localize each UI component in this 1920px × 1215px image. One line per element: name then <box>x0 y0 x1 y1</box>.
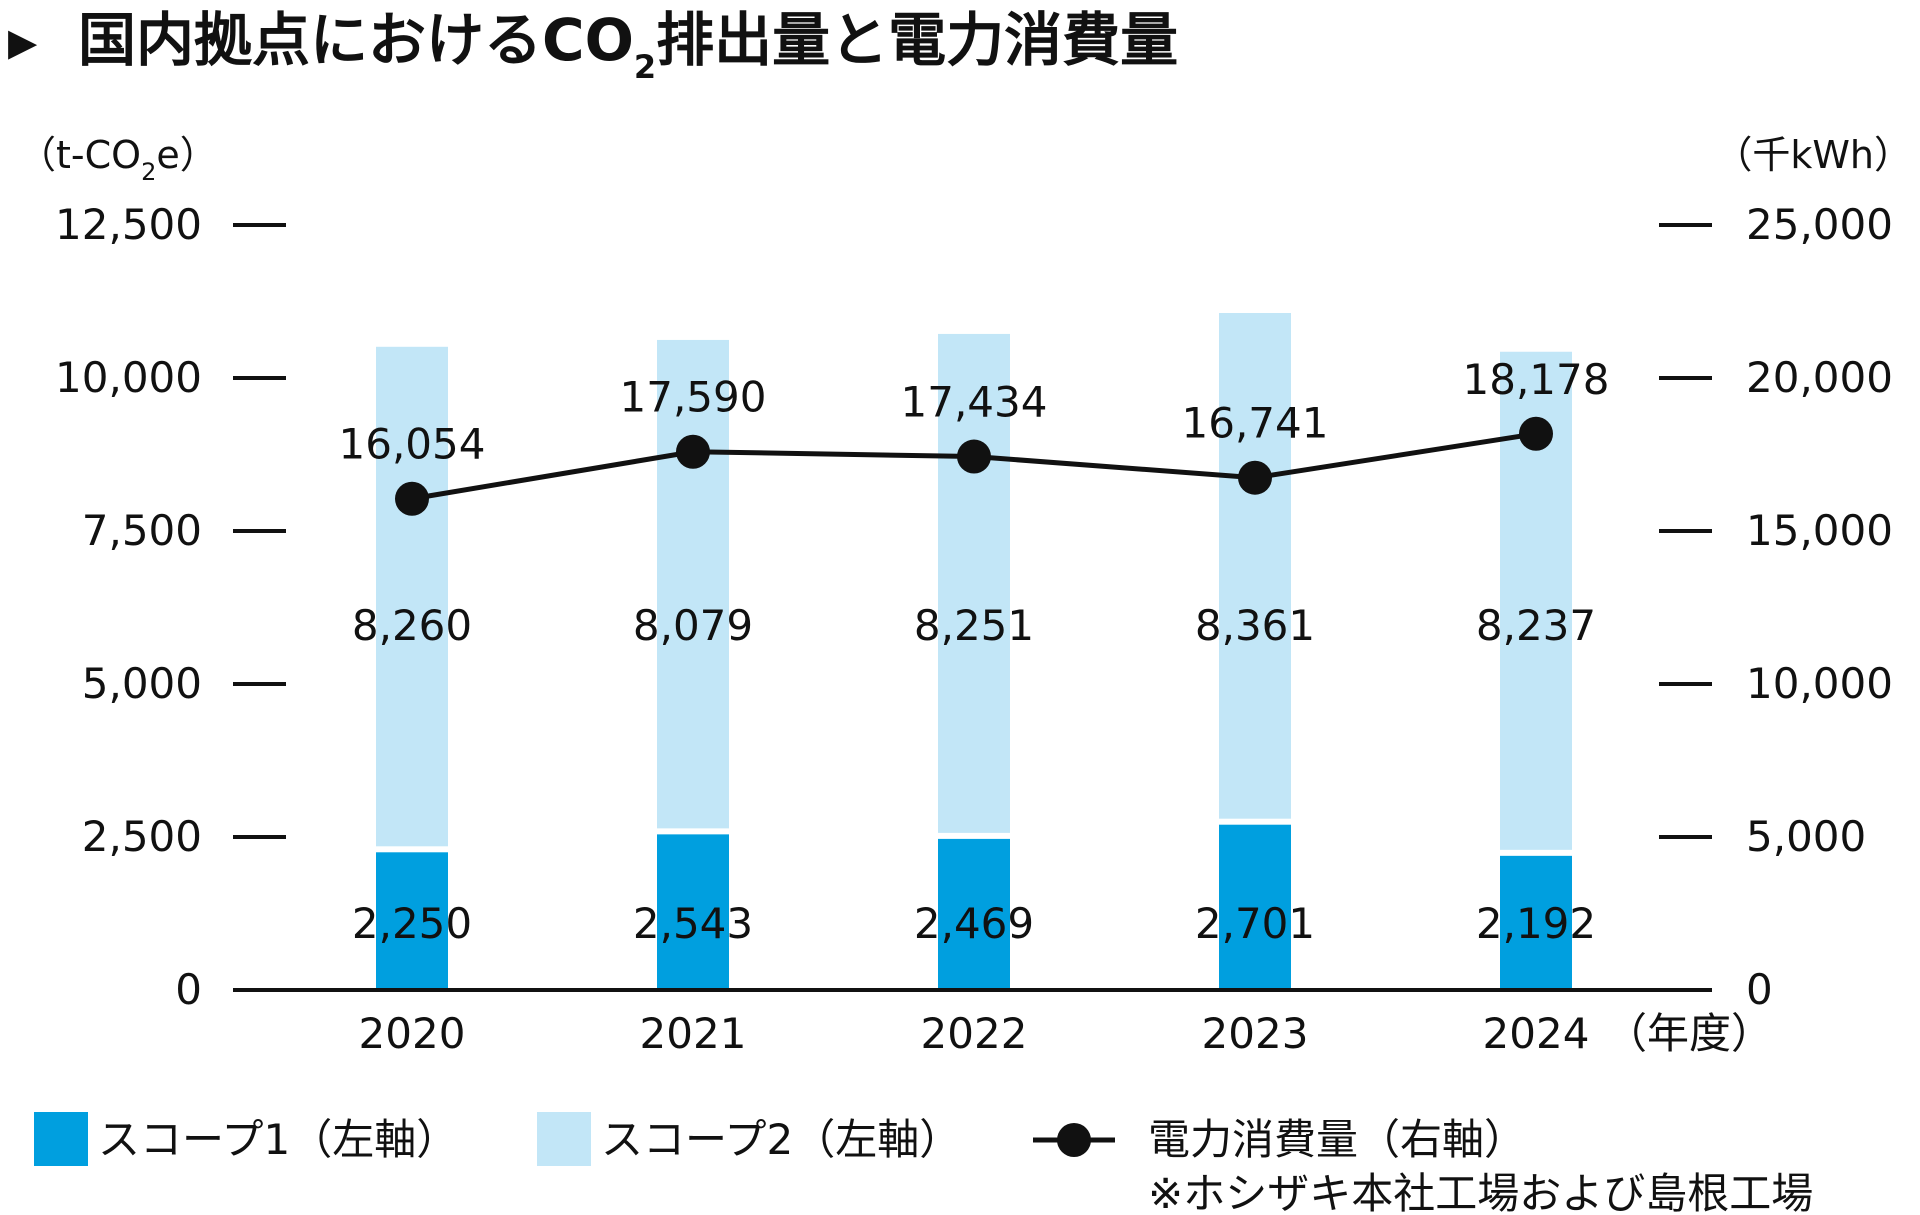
bar-scope1 <box>938 838 1010 990</box>
left-tick-label: 2,500 <box>82 812 202 861</box>
bar-label-scope2: 8,260 <box>352 601 472 650</box>
right-tick-label: 5,000 <box>1746 812 1866 861</box>
x-tick-label: 2024 <box>1483 1009 1590 1058</box>
left-tick-label: 0 <box>175 965 202 1014</box>
bar-label-scope1: 2,543 <box>633 899 753 948</box>
right-axis-unit: （千kWh） <box>1714 133 1912 177</box>
x-tick-label: 2022 <box>921 1009 1028 1058</box>
legend: スコープ1（左軸） スコープ2（左軸） 電力消費量（右軸） <box>34 1112 1526 1166</box>
left-axis-unit: （t-CO2e） <box>18 133 218 186</box>
power-point <box>395 481 429 516</box>
bar-label-scope1: 2,192 <box>1476 899 1596 948</box>
right-tick-label: 15,000 <box>1746 506 1893 555</box>
legend-label-scope1: スコープ1（左軸） <box>98 1115 458 1164</box>
legend-swatch-scope1 <box>34 1112 88 1166</box>
power-label: 17,434 <box>901 378 1048 427</box>
bar-scope1 <box>1500 855 1572 990</box>
bar-scope2 <box>376 346 448 847</box>
bar-label-scope2: 8,079 <box>633 601 753 650</box>
power-point <box>1238 460 1272 495</box>
power-point <box>676 434 710 469</box>
left-tick-label: 12,500 <box>55 200 202 249</box>
power-label: 16,054 <box>339 420 486 469</box>
legend-swatch-scope2 <box>537 1112 591 1166</box>
right-tick-label: 20,000 <box>1746 353 1893 402</box>
chart-note: ※ホシザキ本社工場および島根工場 <box>1148 1169 1813 1215</box>
bar-scope1 <box>1219 824 1291 990</box>
right-tick-label: 0 <box>1746 965 1773 1014</box>
bar-scope1 <box>376 852 448 990</box>
x-tick-label: 2021 <box>640 1009 747 1058</box>
bar-scope1 <box>657 834 729 990</box>
bar-label-scope1: 2,701 <box>1195 899 1315 948</box>
title-marker: ▶ <box>8 20 38 64</box>
power-label: 17,590 <box>620 373 767 422</box>
bar-label-scope1: 2,250 <box>352 899 472 948</box>
left-tick-label: 10,000 <box>55 353 202 402</box>
left-tick-label: 5,000 <box>82 659 202 708</box>
x-axis-unit: （年度） <box>1605 1009 1773 1058</box>
bar-scope2 <box>657 339 729 829</box>
legend-label-scope2: スコープ2（左軸） <box>601 1115 961 1164</box>
legend-label-power: 電力消費量（右軸） <box>1148 1115 1526 1164</box>
right-tick-label: 10,000 <box>1746 659 1893 708</box>
power-label: 16,741 <box>1182 399 1329 448</box>
chart-title: ▶ 国内拠点におけるCO2排出量と電力消費量 <box>8 6 1178 86</box>
power-point <box>957 439 991 474</box>
right-tick-label: 25,000 <box>1746 200 1893 249</box>
bar-label-scope2: 8,251 <box>914 601 1034 650</box>
bar-scope2 <box>938 333 1010 833</box>
bar-label-scope1: 2,469 <box>914 899 1034 948</box>
x-tick-label: 2020 <box>359 1009 466 1058</box>
power-point <box>1519 416 1553 451</box>
bar-label-scope2: 8,237 <box>1476 601 1596 650</box>
bar-scope2 <box>1219 313 1291 819</box>
x-tick-label: 2023 <box>1202 1009 1309 1058</box>
legend-marker-power <box>1057 1123 1091 1157</box>
power-label: 18,178 <box>1463 355 1610 404</box>
left-tick-label: 7,500 <box>82 506 202 555</box>
bar-label-scope2: 8,361 <box>1195 601 1315 650</box>
title-text: 国内拠点におけるCO2排出量と電力消費量 <box>78 6 1178 86</box>
